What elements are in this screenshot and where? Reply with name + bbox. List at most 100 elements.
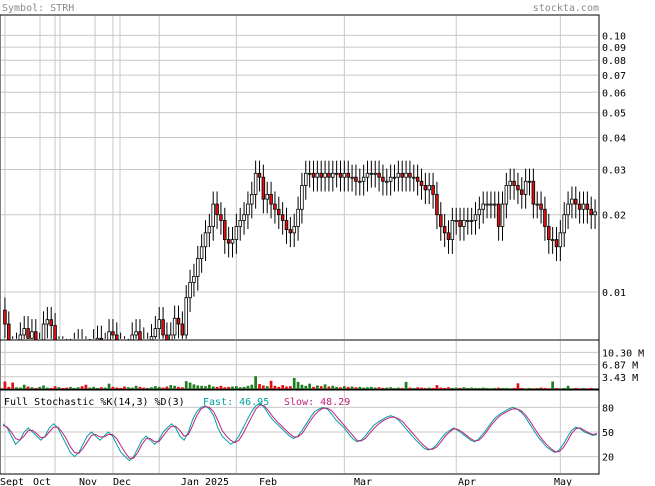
volume-axis: 10.30 M 6.87 M3.43 M bbox=[602, 348, 644, 383]
volume-bar bbox=[227, 386, 230, 389]
volume-bar bbox=[493, 387, 497, 389]
volume-bar bbox=[366, 387, 369, 389]
candle-body bbox=[269, 193, 273, 205]
volume-bar bbox=[439, 387, 443, 389]
volume-bar bbox=[15, 387, 18, 389]
candle-body bbox=[562, 214, 566, 234]
volume-bar bbox=[38, 386, 41, 389]
volume-bar bbox=[427, 387, 431, 389]
candle-body bbox=[527, 180, 532, 183]
candle-body bbox=[577, 203, 582, 210]
candle-body bbox=[423, 185, 428, 191]
candle-body bbox=[543, 208, 547, 227]
volume-bar bbox=[470, 387, 473, 389]
volume-bar bbox=[169, 385, 173, 389]
candle-body bbox=[331, 172, 335, 178]
candle-body bbox=[319, 172, 323, 178]
volume-bar bbox=[312, 386, 315, 389]
price-tick-label: 0.06 bbox=[602, 88, 626, 99]
volume-bar bbox=[65, 387, 68, 389]
candle-body bbox=[520, 189, 524, 195]
candle-body bbox=[404, 172, 408, 178]
x-tick-label: Mar bbox=[354, 477, 372, 486]
volume-bar bbox=[562, 387, 566, 389]
volume-bar bbox=[138, 386, 142, 389]
candle-body bbox=[253, 172, 258, 195]
candle-body bbox=[238, 220, 242, 227]
volume-bar bbox=[308, 383, 311, 389]
volume-bar bbox=[443, 387, 446, 389]
stochastic-title: Full Stochastic %K(14,3) %D(3) bbox=[4, 397, 185, 408]
volume-bar bbox=[416, 387, 419, 389]
candle-body bbox=[234, 226, 239, 240]
candle-body bbox=[315, 172, 320, 178]
candle-body bbox=[242, 214, 246, 221]
volume-bar bbox=[127, 387, 130, 389]
volume-bar bbox=[451, 387, 454, 389]
candle-body bbox=[157, 319, 161, 329]
candle-body bbox=[458, 220, 462, 227]
volume-bar bbox=[447, 387, 450, 389]
candle-body bbox=[581, 203, 586, 210]
candle-body bbox=[296, 208, 300, 227]
volume-bar bbox=[19, 387, 22, 389]
volume-bar bbox=[412, 387, 416, 389]
candle-body bbox=[419, 180, 424, 186]
candle-body bbox=[153, 328, 158, 338]
volume-bar bbox=[7, 386, 11, 389]
candle-body bbox=[531, 180, 536, 205]
symbol-label: Symbol: STRH bbox=[2, 3, 74, 14]
volume-bar bbox=[231, 386, 234, 389]
volume-bar bbox=[277, 386, 281, 389]
volume-bar bbox=[49, 387, 53, 389]
volume-bar bbox=[246, 385, 250, 389]
candle-body bbox=[3, 309, 7, 325]
price-tick-label: 0.01 bbox=[602, 288, 626, 299]
volume-bar bbox=[393, 387, 396, 389]
volume-bar bbox=[208, 384, 211, 389]
candle-body bbox=[450, 220, 455, 240]
candle-body bbox=[184, 297, 188, 336]
price-tick-label: 0.07 bbox=[602, 71, 626, 82]
candle-body bbox=[566, 203, 570, 216]
x-tick-label: May bbox=[554, 477, 572, 486]
volume-bar bbox=[520, 387, 524, 389]
candle-body bbox=[485, 203, 489, 206]
volume-bar bbox=[73, 387, 76, 389]
candle-body bbox=[188, 281, 192, 299]
price-axis: 0.100.09 0.08 0.07 0.06 0.05 0.04 0.03 0.02 0.01 bbox=[602, 31, 626, 299]
candle-body bbox=[361, 176, 366, 182]
volume-bar bbox=[211, 386, 215, 389]
x-tick-label: Apr bbox=[458, 477, 476, 486]
volume-bar bbox=[181, 387, 184, 389]
candle-body bbox=[327, 172, 331, 178]
candle-body bbox=[466, 220, 470, 222]
volume-bar bbox=[462, 387, 466, 389]
candle-body bbox=[365, 172, 370, 178]
candle-body bbox=[400, 172, 404, 178]
volume-bar bbox=[100, 387, 103, 389]
candle-body bbox=[392, 176, 397, 179]
volume-bar bbox=[111, 386, 115, 389]
candle-body bbox=[539, 203, 543, 210]
x-tick-label: Jan 2025 bbox=[181, 477, 229, 486]
brand-label[interactable]: stockta.com bbox=[533, 3, 599, 14]
volume-bar bbox=[323, 384, 327, 389]
price-tick-label: 0.10 bbox=[602, 31, 626, 42]
candle-body bbox=[199, 246, 204, 259]
volume-grid bbox=[1, 341, 598, 388]
volume-bar bbox=[350, 386, 354, 389]
candle-body bbox=[273, 203, 277, 210]
volume-bar bbox=[80, 386, 84, 389]
price-tick-label: 0.03 bbox=[602, 166, 626, 177]
volume-bar bbox=[435, 385, 439, 389]
candle-body bbox=[585, 203, 590, 210]
candle-body bbox=[342, 172, 347, 178]
volume-tick-label: 3.43 M bbox=[602, 373, 638, 384]
candle-body bbox=[288, 229, 293, 234]
candle-body bbox=[369, 172, 374, 175]
volume-bar bbox=[61, 387, 65, 389]
candle-body bbox=[550, 239, 555, 241]
candle-body bbox=[500, 203, 505, 227]
candle-body bbox=[385, 180, 389, 183]
